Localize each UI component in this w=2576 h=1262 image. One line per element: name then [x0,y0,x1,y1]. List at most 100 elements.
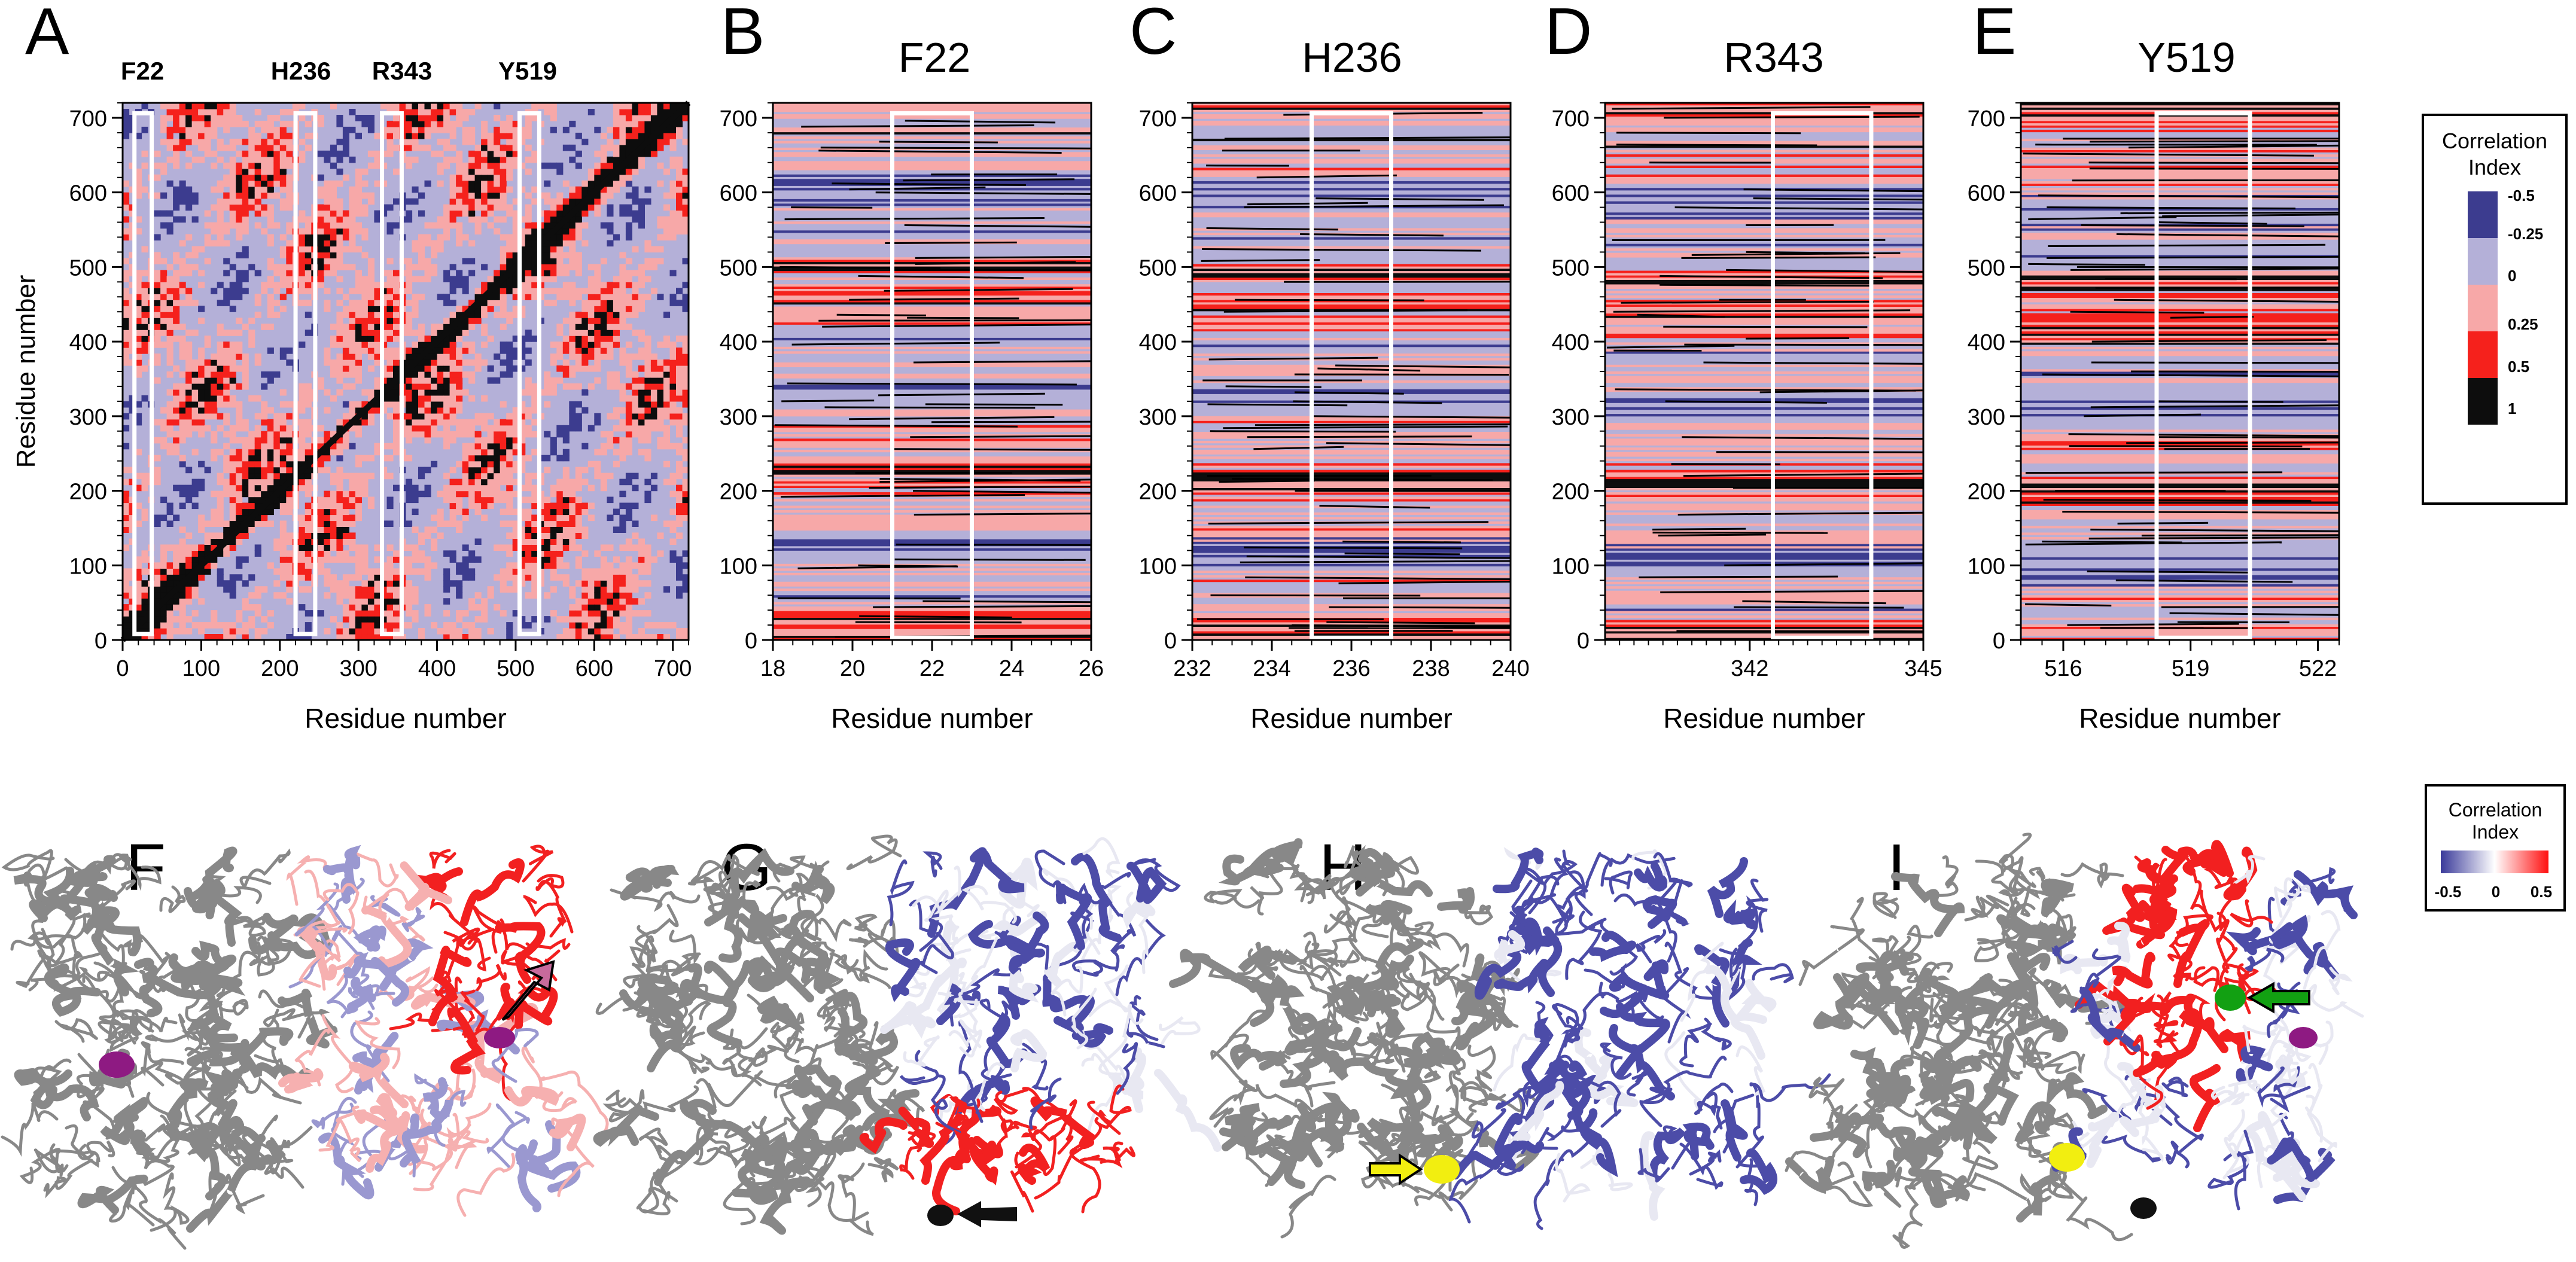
heatmap-cell [418,556,425,563]
heatmap-cell [217,520,224,527]
heatmap-cell [160,300,168,306]
heatmap-cell [349,216,356,223]
heatmap-cell [449,156,456,163]
heatmap-cell [349,634,356,641]
heatmap-cell [223,634,230,641]
contour-line [879,478,1081,482]
heatmap-cell [406,407,413,414]
heatmap-cell [135,610,142,617]
heatmap-cell [242,461,249,468]
heatmap-cell [223,455,230,462]
heatmap-cell [141,330,148,336]
heatmap-cell [481,616,488,623]
heatmap-cell [556,198,564,205]
heatmap-band [1192,300,1511,303]
heatmap-cell [525,168,532,175]
heatmap-band [773,465,1091,468]
heatmap-cell [361,610,369,617]
heatmap-cell [619,598,626,605]
heatmap-cell [519,126,526,133]
heatmap-cell [462,389,469,396]
heatmap-cell [393,586,400,593]
heatmap-cell [342,353,349,360]
heatmap-cell [506,508,513,516]
heatmap-cell [173,383,180,390]
heatmap-cell [166,407,173,414]
heatmap-cell [223,544,230,551]
heatmap-cell [462,168,469,175]
heatmap-cell [494,288,501,294]
heatmap-cell [449,318,456,324]
heatmap-cell [638,282,645,288]
heatmap-cell [191,246,199,253]
heatmap-cell [481,288,488,294]
heatmap-cell [462,443,469,450]
heatmap-cell [361,336,369,342]
heatmap-cell [481,198,488,205]
heatmap-cell [361,204,369,211]
heatmap-cell [625,407,632,414]
heatmap-cell [506,473,513,480]
heatmap-cell [248,126,255,133]
heatmap-band [1192,465,1511,468]
heatmap-cell [550,490,557,498]
heatmap-cell [279,473,287,480]
heatmap-cell [236,294,243,300]
heatmap-cell [286,502,293,510]
heatmap-cell [198,622,205,629]
heatmap-cell [418,532,425,539]
heatmap-cell [418,210,425,217]
heatmap-cell [386,288,394,294]
heatmap-cell [481,120,488,127]
heatmap-cell [669,180,677,187]
heatmap-cell [317,502,324,510]
heatmap-cell [449,312,456,318]
heatmap-cell [374,342,381,348]
heatmap-cell [519,342,526,348]
heatmap-cell [500,162,507,169]
heatmap-cell [487,300,494,306]
heatmap-cell [179,490,186,498]
heatmap-cell [468,604,476,611]
heatmap-cell [279,162,287,169]
heatmap-cell [600,634,607,641]
heatmap-cell [676,502,683,510]
heatmap-cell [242,150,249,157]
heatmap-cell [248,156,255,163]
heatmap-cell [299,431,306,438]
heatmap-cell [418,276,425,282]
heatmap-cell [191,138,199,145]
heatmap-cell [242,252,249,258]
heatmap-cell [223,204,230,211]
heatmap-cell [581,389,589,396]
heatmap-cell [336,467,343,474]
heatmap-cell [330,496,337,504]
heatmap-band [773,541,1091,544]
heatmap-cell [286,550,293,557]
heatmap-cell [682,395,689,402]
heatmap-cell [242,455,249,462]
heatmap-cell [418,192,425,199]
heatmap-cell [141,628,148,635]
heatmap-cell [317,120,324,127]
heatmap-cell [544,544,551,551]
heatmap-cell [317,514,324,522]
heatmap-cell [669,138,677,145]
heatmap-cell [412,395,419,402]
heatmap-cell [191,264,199,270]
heatmap-cell [317,216,324,223]
heatmap-cell [330,342,337,348]
heatmap-cell [355,604,362,611]
heatmap-band [1192,337,1511,341]
highlight-box [380,111,404,636]
heatmap-cell [367,336,374,342]
heatmap-cell [575,330,582,336]
heatmap-band [773,461,1091,464]
heatmap-cell [613,330,620,336]
heatmap-cell [305,562,312,569]
heatmap-band [773,109,1091,112]
heatmap-cell [468,371,476,378]
heatmap-cell [506,126,513,133]
heatmap-cell [456,628,463,635]
